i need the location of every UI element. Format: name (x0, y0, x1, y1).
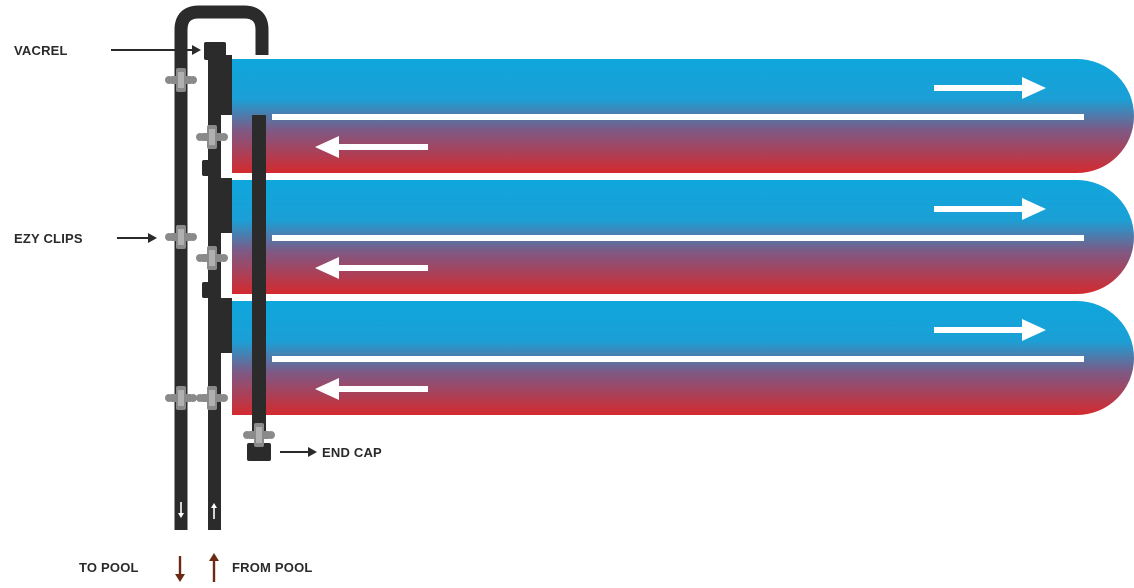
solar-panels (232, 59, 1134, 415)
flow-arrow-right (934, 77, 1046, 99)
flow-arrow-left (315, 257, 428, 279)
flow-arrow-left (315, 378, 428, 400)
pipe-flow-indicators (178, 502, 217, 519)
vacrel-valve (204, 42, 226, 60)
panel-connectors (202, 55, 232, 353)
end-cap (247, 443, 271, 461)
end-cap-label: END CAP (322, 445, 382, 460)
panel-divider (272, 356, 1084, 362)
ezy-clips-label: EZY CLIPS (14, 231, 83, 246)
panel-divider (272, 114, 1084, 120)
flow-arrow-left (315, 136, 428, 158)
flow-arrow-right (934, 198, 1046, 220)
from-pool-label: FROM POOL (232, 560, 313, 575)
solar-panel (232, 59, 1134, 173)
to-pool-label: TO POOL (79, 560, 139, 575)
vacrel-label: VACREL (14, 43, 68, 58)
solar-panel (232, 301, 1134, 415)
return-pipe (174, 5, 269, 530)
callout-arrows (111, 45, 317, 457)
manifold-header (252, 115, 266, 435)
pool-arrows (175, 553, 219, 582)
solar-panel (232, 180, 1134, 294)
flow-arrow-right (934, 319, 1046, 341)
panel-divider (272, 235, 1084, 241)
